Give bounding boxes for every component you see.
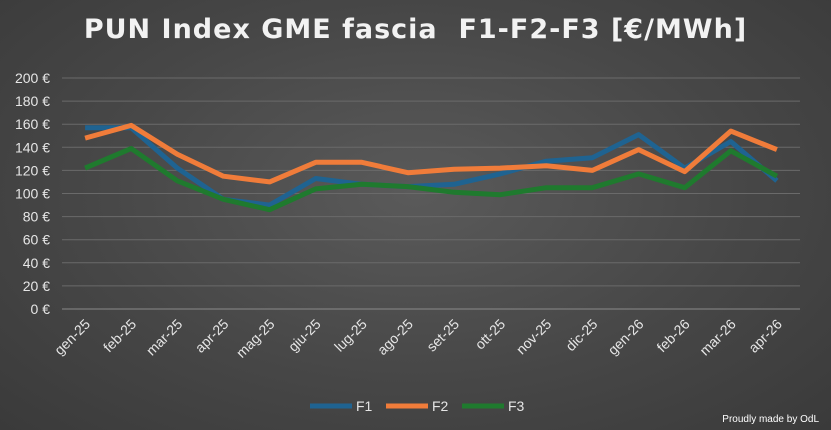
chart-title: PUN Index GME fascia F1-F2-F3 [€/MWh] — [83, 14, 748, 45]
y-tick-label: 200 € — [15, 70, 50, 86]
x-tick-label: ago-25 — [374, 316, 416, 358]
x-tick-label: apr-26 — [745, 316, 785, 356]
x-tick-label: lug-25 — [331, 316, 370, 355]
series-line-f2 — [84, 122, 778, 185]
x-tick-label: mar-25 — [143, 316, 186, 359]
series-line-f1 — [85, 125, 779, 208]
x-tick-label: feb-26 — [653, 316, 693, 356]
x-tick-label: apr-25 — [192, 316, 232, 356]
y-tick-label: 40 € — [23, 255, 50, 271]
credit-text: Proudly made by OdL — [722, 414, 819, 425]
x-tick-label: set-25 — [423, 316, 462, 355]
legend-label: F2 — [432, 398, 449, 414]
y-tick-label: 60 € — [23, 232, 50, 248]
x-tick-label: ott-25 — [472, 316, 509, 353]
y-tick-label: 20 € — [23, 278, 50, 294]
x-tick-label: gen-26 — [605, 316, 647, 358]
x-tick-label: nov-25 — [513, 316, 555, 358]
y-tick-label: 0 € — [31, 301, 51, 317]
legend-label: F1 — [356, 398, 373, 414]
x-tick-label: giu-25 — [285, 316, 324, 355]
y-tick-label: 120 € — [15, 162, 50, 178]
x-tick-label: dic-25 — [562, 316, 600, 354]
y-tick-label: 140 € — [15, 139, 50, 155]
y-tick-label: 100 € — [15, 186, 50, 202]
y-tick-label: 80 € — [23, 209, 50, 225]
series-line-f3 — [84, 146, 779, 213]
y-tick-label: 160 € — [15, 116, 50, 132]
y-tick-label: 180 € — [15, 93, 50, 109]
legend-label: F3 — [508, 398, 525, 414]
x-tick-label: mar-26 — [696, 316, 739, 359]
x-tick-label: feb-25 — [100, 316, 140, 356]
x-tick-label: mag-25 — [233, 316, 278, 361]
x-tick-label: gen-25 — [51, 316, 93, 358]
